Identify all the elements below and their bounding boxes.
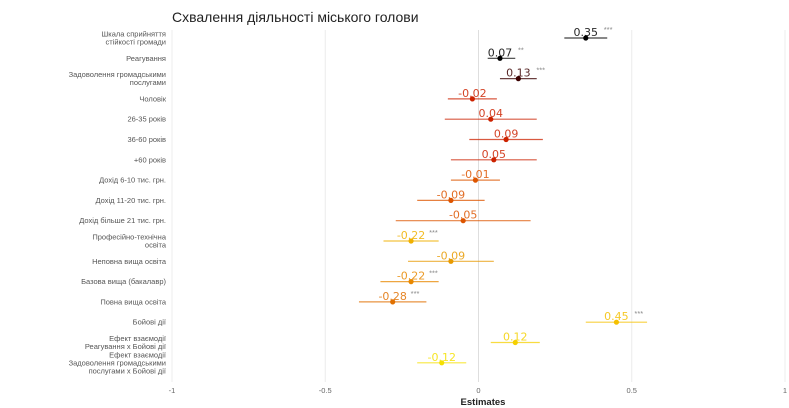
- estimate-point: [503, 136, 509, 143]
- estimate-row: Базова вища (бакалавр) -0.22 ***: [81, 269, 439, 286]
- value-label: 0.12: [503, 331, 528, 344]
- estimate-point: [512, 339, 518, 346]
- x-tick-label: 0: [476, 386, 480, 395]
- value-label: -0.09: [437, 249, 465, 262]
- value-label: -0.01: [461, 168, 489, 181]
- x-axis-label: Estimates: [461, 397, 506, 408]
- value-label: 0.07: [488, 46, 513, 59]
- estimate-row: Бойові дії 0.45 ***: [133, 309, 648, 327]
- value-label: -0.22: [397, 270, 425, 283]
- gridlines: [171, 30, 786, 382]
- estimate-point: [491, 157, 497, 163]
- estimate-point: [408, 238, 414, 244]
- row-label: Дохід більше 21 тис. грн.: [79, 216, 166, 225]
- value-label: 0.05: [482, 148, 507, 161]
- value-label: -0.28: [378, 290, 406, 303]
- value-label: 0.13: [506, 67, 531, 80]
- estimate-row: Дохід 11-20 тис. грн. -0.09: [95, 188, 485, 205]
- estimate-point: [448, 197, 454, 203]
- value-label: -0.02: [458, 87, 486, 100]
- estimate-point: [515, 76, 521, 82]
- estimate-point: [439, 360, 445, 366]
- row-label: Реагування: [126, 54, 166, 63]
- row-label: Повна вища освіта: [100, 297, 166, 306]
- estimate-row: Повна вища освіта -0.28 ***: [100, 289, 427, 306]
- significance-stars: ***: [411, 289, 420, 298]
- estimate-row: Дохід 6-10 тис. грн. -0.01: [99, 168, 500, 185]
- value-label: 0.35: [574, 26, 599, 39]
- estimate-point: [497, 55, 503, 61]
- x-tick-label: 0.5: [627, 386, 637, 395]
- row-label: 26-35 років: [127, 115, 166, 124]
- estimate-point: [390, 299, 396, 305]
- estimate-row: Професійно-технічна освіта -0.22 ***: [92, 228, 439, 250]
- significance-stars: ***: [536, 66, 545, 75]
- row-label: 36-60 років: [127, 135, 166, 144]
- chart-title: Схвалення діяльності міського голови: [172, 9, 419, 25]
- row-label: Бойові дії: [133, 318, 167, 327]
- x-axis: -1 -0.5 0 0.5 1: [169, 386, 787, 395]
- value-label: 0.04: [479, 107, 504, 120]
- x-tick-label: -0.5: [319, 386, 332, 395]
- value-label: 0.09: [494, 128, 519, 141]
- significance-stars: ***: [604, 25, 613, 34]
- estimate-row: Ефект взаємодії Реагування x Бойові дії 0.…: [85, 331, 540, 351]
- estimate-point: [472, 177, 479, 183]
- value-label: 0.45: [604, 310, 629, 323]
- estimate-row: Дохід більше 21 тис. грн. -0.05: [79, 209, 531, 225]
- estimate-row: Чоловік -0.02: [139, 87, 497, 103]
- significance-stars: ***: [429, 228, 438, 237]
- row-label: Дохід 11-20 тис. грн.: [95, 196, 166, 205]
- estimate-point: [408, 279, 414, 285]
- estimate-row: 36-60 років 0.09: [127, 128, 543, 144]
- significance-stars: ***: [429, 269, 438, 278]
- significance-stars: **: [518, 45, 524, 54]
- row-label: Чоловік: [139, 94, 166, 103]
- estimate-row: Ефект взаємодії Задоволення громадськими п…: [69, 350, 467, 375]
- value-label: -0.22: [397, 229, 425, 242]
- estimate-point: [488, 116, 494, 122]
- value-label: -0.12: [427, 351, 455, 364]
- estimate-row: Неповна вища освіта -0.09: [92, 249, 494, 266]
- estimate-point: [469, 96, 475, 102]
- estimate-point: [448, 258, 454, 264]
- row-label: Ефект взаємодії Задоволення громадськими п…: [69, 350, 167, 375]
- estimate-row: 26-35 років 0.04: [127, 107, 537, 124]
- row-label: Шкала сприйняття стійкості громади: [101, 30, 166, 47]
- estimate-point: [583, 35, 589, 41]
- value-label: -0.09: [437, 188, 465, 201]
- row-label: Професійно-технічна освіта: [92, 233, 166, 250]
- estimate-point: [613, 319, 620, 325]
- value-label: -0.05: [449, 209, 477, 222]
- estimate-row: Задоволення громадськими послугами 0.13 ***: [69, 66, 546, 88]
- row-label: Базова вища (бакалавр): [81, 277, 166, 286]
- row-label: Ефект взаємодії Реагування x Бойові дії: [85, 334, 167, 351]
- row-label: +60 років: [134, 155, 166, 164]
- estimate-point: [460, 218, 466, 224]
- estimate-row: Реагування 0.07 **: [126, 45, 524, 63]
- estimate-row: Шкала сприйняття стійкості громади 0.35 ***: [101, 25, 612, 47]
- estimate-row: +60 років 0.05: [134, 148, 537, 164]
- x-tick-label: 1: [783, 386, 787, 395]
- row-label: Дохід 6-10 тис. грн.: [99, 176, 166, 185]
- significance-stars: ***: [634, 309, 643, 318]
- row-label: Задоволення громадськими послугами: [69, 70, 166, 87]
- row-label: Неповна вища освіта: [92, 257, 167, 266]
- x-tick-label: -1: [169, 386, 176, 395]
